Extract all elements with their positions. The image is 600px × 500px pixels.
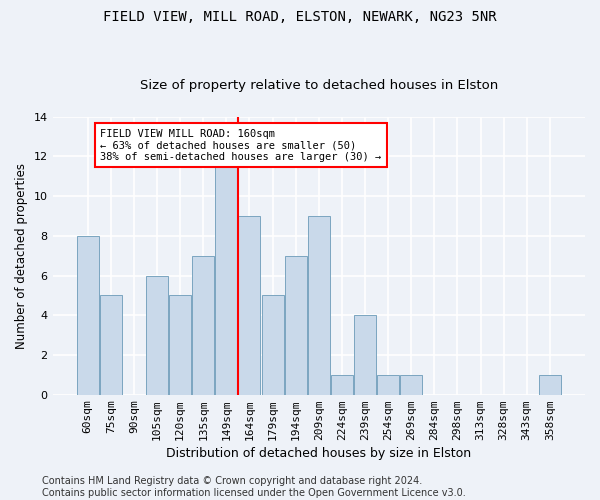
Bar [354, 316, 376, 394]
Bar [192, 256, 214, 394]
Bar [377, 375, 399, 394]
Bar [539, 375, 561, 394]
Bar [308, 216, 330, 394]
Bar [77, 236, 98, 394]
Bar [169, 296, 191, 394]
Bar [262, 296, 284, 394]
Text: FIELD VIEW MILL ROAD: 160sqm
← 63% of detached houses are smaller (50)
38% of se: FIELD VIEW MILL ROAD: 160sqm ← 63% of de… [100, 128, 382, 162]
X-axis label: Distribution of detached houses by size in Elston: Distribution of detached houses by size … [166, 447, 472, 460]
Text: Contains HM Land Registry data © Crown copyright and database right 2024.
Contai: Contains HM Land Registry data © Crown c… [42, 476, 466, 498]
Text: FIELD VIEW, MILL ROAD, ELSTON, NEWARK, NG23 5NR: FIELD VIEW, MILL ROAD, ELSTON, NEWARK, N… [103, 10, 497, 24]
Y-axis label: Number of detached properties: Number of detached properties [15, 162, 28, 348]
Title: Size of property relative to detached houses in Elston: Size of property relative to detached ho… [140, 79, 498, 92]
Bar [284, 256, 307, 394]
Bar [238, 216, 260, 394]
Bar [100, 296, 122, 394]
Bar [146, 276, 168, 394]
Bar [215, 156, 238, 394]
Bar [400, 375, 422, 394]
Bar [331, 375, 353, 394]
